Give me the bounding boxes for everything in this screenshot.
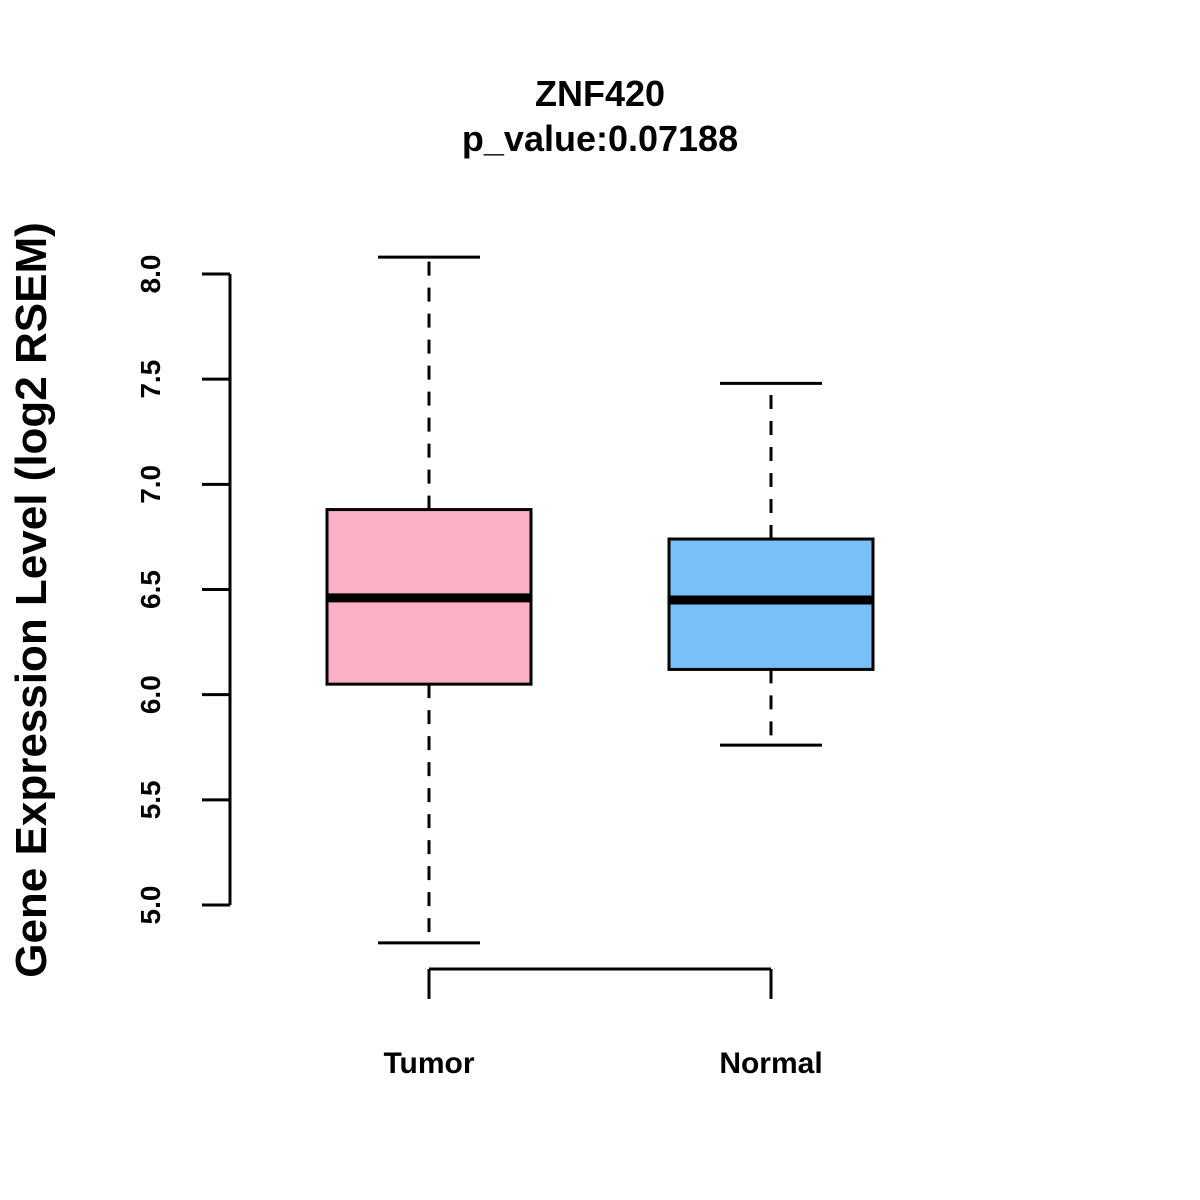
y-tick-label: 7.5 [135, 360, 166, 399]
x-axis: Tumor Normal [383, 967, 823, 1080]
box-tumor [325, 255, 533, 945]
x-tick-label: Tumor [383, 1047, 474, 1080]
chart-subtitle: p_value:0.07188 [462, 118, 738, 159]
x-tick-label: Normal [719, 1047, 822, 1080]
y-tick-label: 6.0 [135, 675, 166, 714]
box-normal [667, 381, 875, 747]
y-tick-label: 5.5 [135, 780, 166, 819]
y-tick-label: 6.5 [135, 570, 166, 609]
y-tick-label: 7.0 [135, 465, 166, 504]
y-axis-label: Gene Expression Level (log2 RSEM) [7, 222, 56, 978]
y-axis: 5.0 5.5 6.0 6.5 7.0 7.5 8.0 [135, 255, 232, 925]
boxes-group [325, 255, 875, 945]
y-tick-label: 8.0 [135, 255, 166, 294]
y-tick-label: 5.0 [135, 886, 166, 925]
chart-title: ZNF420 [535, 73, 665, 114]
